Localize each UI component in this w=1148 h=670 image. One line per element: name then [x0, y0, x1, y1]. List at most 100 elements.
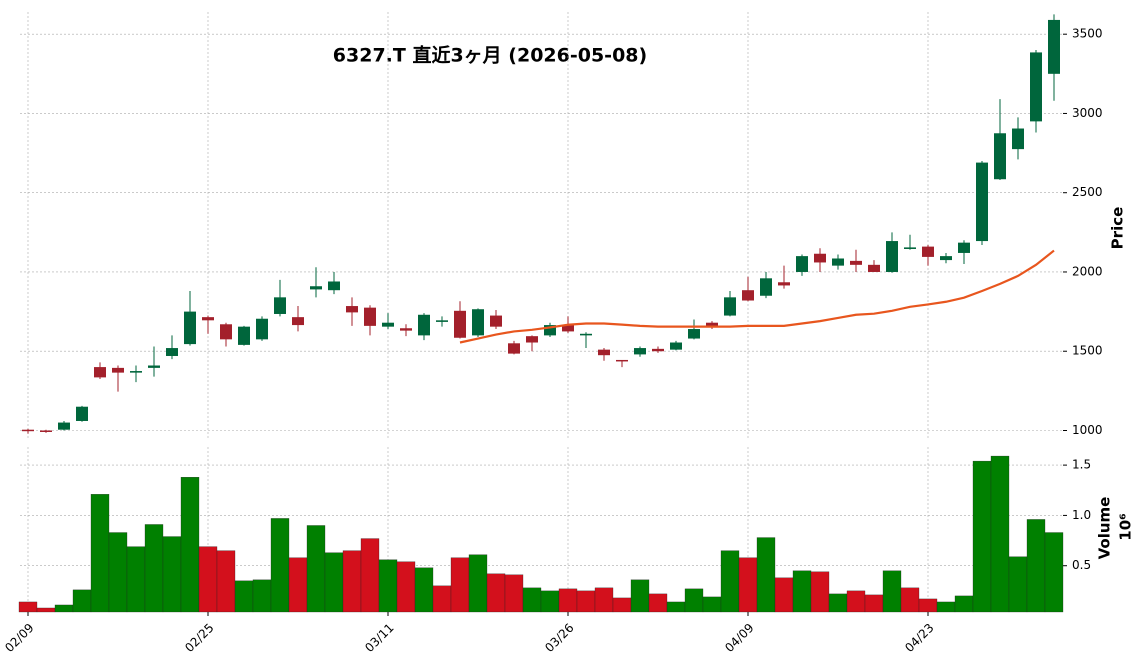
x-tick-label: 03/11 — [362, 621, 396, 655]
candle-body — [472, 309, 484, 336]
volume-bar — [558, 588, 578, 613]
candle-body — [292, 317, 304, 326]
volume-bar — [882, 570, 902, 613]
volume-bar — [414, 567, 434, 613]
candle-body — [760, 278, 772, 296]
candle-body — [634, 348, 646, 355]
volume-bar — [324, 552, 344, 613]
volume-bar — [126, 546, 146, 613]
y-tick-label: 1500 — [1072, 344, 1103, 358]
volume-bar — [792, 570, 812, 613]
candle-body — [562, 325, 574, 332]
volume-bar — [594, 587, 614, 613]
candle-body — [436, 320, 448, 322]
volume-bar — [198, 546, 218, 613]
candle-body — [400, 328, 412, 331]
candle-body — [40, 430, 52, 432]
candle-body — [508, 343, 520, 354]
candle-body — [886, 241, 898, 272]
y-tick-label: 3500 — [1072, 27, 1103, 41]
candle-body — [220, 324, 232, 340]
volume-bar — [180, 477, 200, 613]
y-tick-label: 2500 — [1072, 185, 1103, 199]
volume-bar — [810, 571, 830, 613]
candle-body — [832, 258, 844, 266]
candle-body — [256, 318, 268, 340]
candle-body — [922, 246, 934, 257]
volume-bar — [918, 598, 938, 613]
volume-bar — [720, 550, 740, 613]
candle-body — [1048, 19, 1060, 74]
candle-body — [976, 162, 988, 242]
volume-bar — [774, 577, 794, 613]
volume-bar — [486, 573, 506, 613]
candle-body — [994, 133, 1006, 180]
candle-body — [22, 429, 34, 432]
volume-bar — [342, 550, 362, 613]
candle-body — [598, 349, 610, 356]
volume-bar — [360, 538, 380, 613]
candle-body — [868, 264, 880, 272]
volume-bar — [72, 589, 92, 613]
volume-bar — [288, 557, 308, 613]
candle-body — [274, 297, 286, 314]
candle-body — [310, 286, 322, 290]
chart-title: 6327.T 直近3ヶ月 (2026-05-08) — [333, 44, 647, 67]
candle-body — [202, 317, 214, 321]
candle-body — [454, 310, 466, 338]
volume-bar — [1044, 532, 1064, 613]
candle-body — [490, 315, 502, 327]
x-tick-label: 02/09 — [2, 621, 36, 655]
volume-axis-label: Volume — [1096, 497, 1114, 560]
volume-bar — [864, 594, 884, 613]
volume-bar — [450, 557, 470, 613]
volume-bar — [162, 536, 182, 613]
volume-bar — [684, 588, 704, 613]
candle-body — [616, 359, 628, 362]
candle-body — [958, 242, 970, 253]
volume-bar — [504, 574, 524, 613]
candle-body — [346, 306, 358, 313]
candle-body — [796, 256, 808, 272]
candle-body — [418, 314, 430, 336]
volume-bar — [954, 595, 974, 613]
candle-body — [778, 282, 790, 286]
volume-tick-label: 0.5 — [1072, 558, 1091, 572]
candle-body — [238, 326, 250, 345]
volume-bar — [252, 579, 272, 613]
volume-bar — [144, 524, 164, 613]
candle-body — [1012, 128, 1024, 150]
volume-tick-label: 1.0 — [1072, 508, 1091, 522]
candle-body — [652, 348, 664, 352]
candle-body — [814, 253, 826, 263]
volume-bar — [828, 593, 848, 613]
volume-bar — [378, 559, 398, 613]
volume-bar — [756, 537, 776, 613]
volume-bar — [702, 596, 722, 613]
volume-bar — [1026, 519, 1046, 613]
volume-bar — [576, 590, 596, 613]
volume-bar — [540, 590, 560, 613]
candle-body — [742, 290, 754, 301]
volume-bar — [216, 550, 236, 613]
volume-bar — [1008, 556, 1028, 613]
volume-bar — [54, 604, 74, 613]
candle-body — [724, 297, 736, 316]
volume-bar — [738, 557, 758, 613]
y-tick-label: 3000 — [1072, 106, 1103, 120]
y-tick-label: 2000 — [1072, 264, 1103, 278]
volume-bar — [234, 580, 254, 613]
candle-body — [904, 247, 916, 249]
volume-bar — [990, 455, 1010, 613]
volume-bar — [306, 525, 326, 613]
candle-body — [130, 371, 142, 373]
candle-body — [94, 367, 106, 378]
volume-bar — [36, 607, 56, 613]
volume-bar — [522, 587, 542, 613]
moving-average-line — [459, 249, 1055, 344]
volume-bar — [90, 494, 110, 613]
candle-body — [526, 336, 538, 343]
volume-tick-label: 1.5 — [1072, 458, 1091, 472]
volume-bar — [432, 585, 452, 613]
